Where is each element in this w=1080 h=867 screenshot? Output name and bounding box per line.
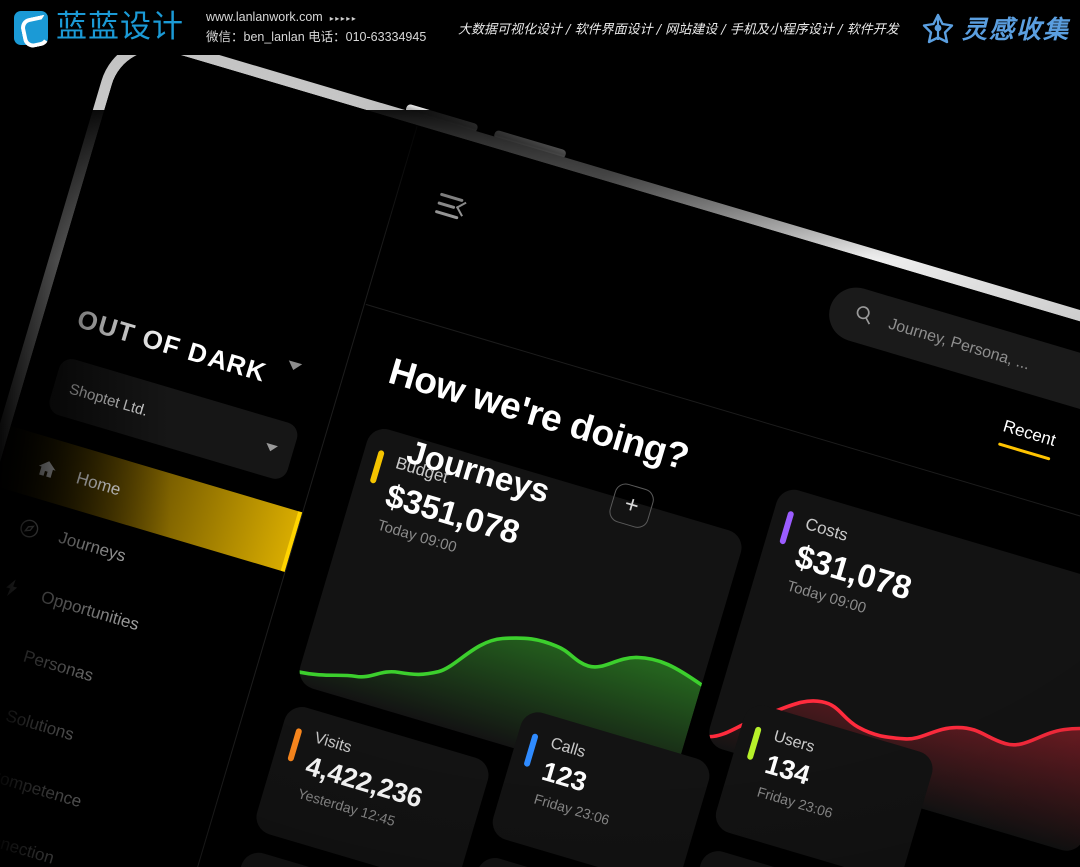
sidebar-item-label: Personas [21,646,96,686]
brand-contact: www.lanlanwork.com ▸▸▸▸▸ 微信：ben_lanlan 电话… [206,8,426,47]
services-list: 大数据可视化设计 / 软件界面设计 / 网站建设 / 手机及小程序设计 / 软件… [458,22,899,37]
home-icon [33,455,72,486]
tablet-device: OUT OF DARK Shoptet Ltd. Home [0,55,1080,867]
sidebar-item-label: Opportunities [38,587,142,635]
product-photo-stage: OUT OF DARK Shoptet Ltd. Home [0,55,1080,867]
tab-recent[interactable]: Recent [998,416,1058,460]
chevron-down-icon[interactable] [286,360,303,372]
brand-logo[interactable]: 蓝蓝设计 [14,9,184,45]
search-placeholder: Journey, Persona, ... [886,315,1032,374]
org-name: Shoptet Ltd. [67,380,150,420]
sidebar-item-label: Connection [0,825,57,867]
card-accent-bar [523,733,539,768]
search-icon [850,301,878,332]
sidebar-item-label: Competence [0,765,84,812]
sidebar-item-label: Solutions [3,706,77,745]
sidebar-item-label: Home [74,468,123,500]
org-chevron-down-icon [264,442,278,453]
card-time: Friday 23:06 [532,790,612,828]
person-icon [0,634,19,665]
collapse-menu-icon[interactable] [434,192,471,223]
brand-website-row: www.lanlanwork.com ▸▸▸▸▸ [206,8,426,27]
card-value: 123 [538,755,591,798]
brand-wechat-phone: 微信：ben_lanlan 电话：010-63334945 [206,29,427,44]
brand-name-cn: 蓝蓝设计 [56,9,184,45]
device-screen: OUT OF DARK Shoptet Ltd. Home [0,55,1080,867]
time-range-tabs: Recent 24 hours [998,416,1080,494]
card-accent-bar [746,726,762,761]
card-accent-bar [287,727,303,763]
arrows-icon: ▸▸▸▸▸ [329,14,358,24]
site-banner: 蓝蓝设计 www.lanlanwork.com ▸▸▸▸▸ 微信：ben_lanl… [0,0,1080,55]
lanlan-logo-icon [14,10,48,45]
inspiration-star-icon [922,12,954,44]
lightbulb-icon [0,693,2,724]
brand-website[interactable]: www.lanlanwork.com [206,10,323,25]
compass-icon [16,515,55,546]
sidebar-item-label: Journeys [56,527,129,566]
inspiration-brand[interactable]: 灵感收集 [922,10,1070,46]
card-accent-bar [369,449,385,484]
card-time: Friday 23:06 [755,783,835,822]
card-accent-bar [779,510,795,545]
dashboard-app: OUT OF DARK Shoptet Ltd. Home [0,55,1080,867]
inspiration-label: 灵感收集 [961,14,1070,44]
bolt-icon [0,574,37,605]
